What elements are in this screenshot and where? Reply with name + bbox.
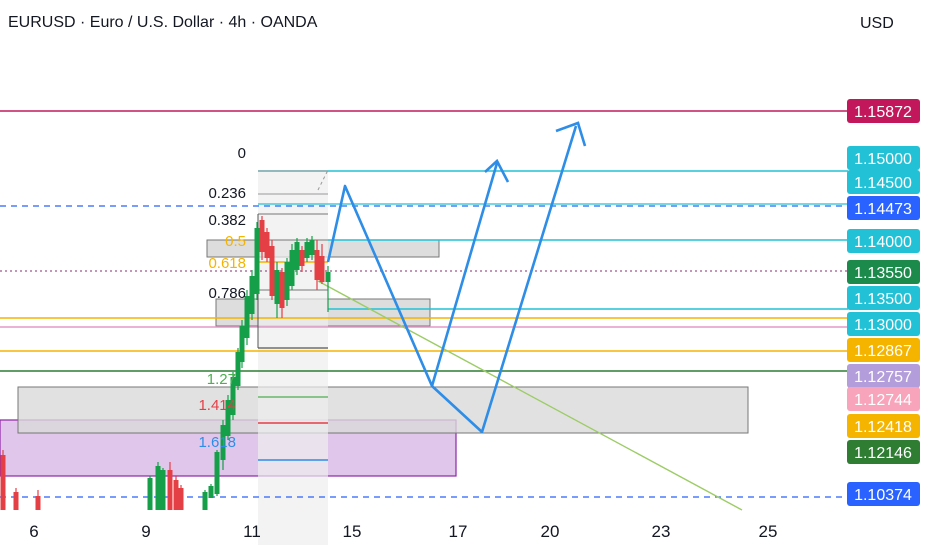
candle-body	[178, 488, 184, 510]
price-label-113550[interactable]: 1.13550	[847, 260, 920, 284]
time-tick: 17	[449, 522, 468, 541]
price-label-text: 1.12744	[854, 392, 912, 409]
candle-body	[173, 480, 179, 510]
candle-body	[284, 262, 290, 300]
price-label-text: 1.15000	[854, 151, 912, 168]
price-label-110374[interactable]: 1.10374	[847, 482, 920, 506]
candle-body	[220, 425, 226, 460]
price-label-114000[interactable]: 1.14000	[847, 229, 920, 253]
price-label-text: 1.12867	[854, 343, 912, 360]
candle-body	[235, 352, 241, 386]
fib-label-0-382: 0.382	[208, 212, 246, 229]
price-label-text: 1.12146	[854, 445, 912, 462]
candle-body	[160, 470, 166, 510]
candles	[0, 216, 331, 510]
price-label-text: 1.12757	[854, 369, 912, 386]
candle-body	[304, 242, 310, 258]
price-label-text: 1.14500	[854, 175, 912, 192]
chart-title: EURUSD · Euro / U.S. Dollar · 4h · OANDA	[8, 14, 318, 31]
price-label-112757[interactable]: 1.12757	[847, 364, 920, 388]
candle-body	[147, 478, 153, 510]
candle-body	[13, 492, 19, 510]
candle-body	[155, 466, 161, 510]
price-scale[interactable]: 1.15872 1.15000 1.14500 1.14473 1.14000 1.135…	[847, 99, 920, 506]
candle-body	[244, 296, 250, 338]
candle-body	[225, 400, 231, 436]
price-label-text: 1.14000	[854, 234, 912, 251]
price-label-114473[interactable]: 1.14473	[847, 196, 920, 220]
fib-label-1-414: 1.414	[198, 397, 236, 414]
price-label-text: 1.15872	[854, 104, 912, 121]
candle-body	[294, 242, 300, 270]
candle-body	[202, 492, 208, 510]
candle-body	[274, 270, 280, 304]
candle-body	[230, 377, 236, 415]
candle-body	[314, 250, 320, 280]
candle-body	[35, 496, 41, 510]
fib-label-0: 0	[238, 145, 246, 162]
price-label-text: 1.14473	[854, 201, 912, 218]
fib-label-1-618: 1.618	[198, 434, 236, 451]
fib-labels: 0 0.236 0.382 0.5 0.618 0.786 1.27 1.414 1.618	[198, 145, 246, 451]
support-zone-large	[17, 386, 749, 434]
time-tick: 11	[243, 522, 261, 541]
price-label-113500[interactable]: 1.13500	[847, 286, 920, 310]
fib-label-0-236: 0.236	[208, 185, 246, 202]
time-tick: 20	[541, 522, 560, 541]
trend-line[interactable]	[317, 280, 743, 511]
time-tick: 23	[652, 522, 671, 541]
fib-label-0-618: 0.618	[208, 255, 246, 272]
currency-selector[interactable]: USD	[860, 15, 894, 32]
candle-body	[249, 276, 255, 314]
candle-body	[319, 256, 325, 282]
projection-arrow-2[interactable]	[431, 125, 578, 434]
price-label-114500[interactable]: 1.14500	[847, 170, 920, 194]
time-axis: 6 9 11 15 17 20 23 25	[29, 522, 777, 541]
candle-body	[254, 228, 260, 294]
price-label-text: 1.10374	[854, 487, 912, 504]
candle-body	[299, 250, 305, 266]
candle-body	[264, 232, 270, 258]
candle-body	[309, 240, 315, 255]
price-label-112146[interactable]: 1.12146	[847, 440, 920, 464]
price-label-112867[interactable]: 1.12867	[847, 338, 920, 362]
candle-body	[269, 246, 275, 296]
candle-body	[0, 455, 6, 510]
fib-label-0-5: 0.5	[225, 233, 246, 250]
price-label-text: 1.13500	[854, 291, 912, 308]
price-label-text: 1.13550	[854, 265, 912, 282]
candle-body	[239, 326, 245, 362]
time-tick: 25	[759, 522, 778, 541]
time-tick: 9	[141, 522, 150, 541]
price-label-115000[interactable]: 1.15000	[847, 146, 920, 170]
fib-label-0-786: 0.786	[208, 285, 246, 302]
projection-arrow-1-head	[484, 158, 510, 183]
projection-arrow-2-head	[555, 121, 587, 147]
projection-arrow-1[interactable]	[326, 162, 499, 388]
price-label-112744[interactable]: 1.12744	[847, 387, 920, 411]
price-label-115872[interactable]: 1.15872	[847, 99, 920, 123]
time-tick: 15	[343, 522, 362, 541]
candle-body	[289, 250, 295, 286]
candle-body	[208, 486, 214, 498]
candle-body	[279, 272, 285, 308]
time-tick: 6	[29, 522, 38, 541]
candle-body	[259, 220, 265, 252]
price-label-text: 1.13000	[854, 317, 912, 334]
price-label-text: 1.12418	[854, 419, 912, 436]
price-label-113000[interactable]: 1.13000	[847, 312, 920, 336]
candle-body	[214, 452, 220, 494]
price-label-112418[interactable]: 1.12418	[847, 414, 920, 438]
candle-body	[167, 470, 173, 510]
fib-label-1-27: 1.27	[207, 371, 236, 388]
candle-body	[325, 272, 331, 282]
fib-highlight-area	[258, 170, 328, 545]
